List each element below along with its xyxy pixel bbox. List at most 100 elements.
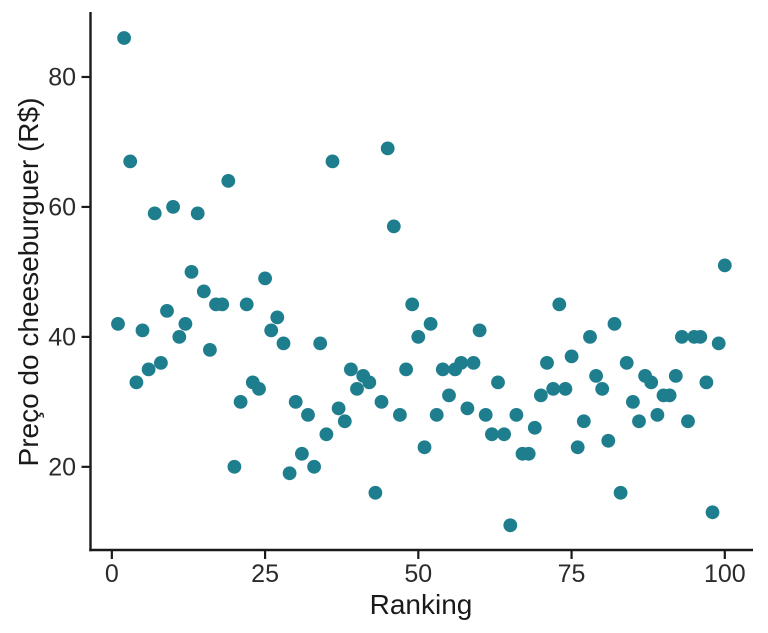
data-point [288, 395, 303, 409]
x-axis-title: Ranking [370, 589, 473, 620]
data-point [601, 433, 616, 448]
axes-layer: 0 25 50 75 100 20 40 60 80 [48, 12, 753, 588]
data-point [258, 271, 272, 286]
data-point [589, 369, 603, 383]
data-point [429, 408, 444, 422]
data-point [368, 485, 383, 500]
data-point [166, 200, 181, 214]
data-point [478, 408, 493, 422]
data-point [362, 375, 377, 390]
data-point [497, 427, 511, 442]
data-point [147, 206, 162, 221]
data-point [239, 297, 254, 312]
data-point [564, 349, 579, 364]
data-point [399, 362, 413, 377]
x-tick-label: 75 [558, 560, 586, 588]
y-axis-title: Preço do cheeseburguer (R$) [13, 98, 44, 467]
y-tick-label: 60 [48, 193, 76, 221]
y-tick-label: 40 [48, 323, 76, 351]
data-point [160, 304, 174, 318]
data-point [301, 408, 315, 422]
data-point [711, 336, 726, 351]
data-point [374, 395, 389, 409]
data-point [435, 362, 450, 377]
data-point [411, 330, 426, 344]
points-layer [111, 31, 732, 533]
data-point [595, 382, 610, 396]
data-point [650, 408, 665, 422]
data-point [111, 317, 125, 331]
data-point [135, 323, 150, 338]
data-point [491, 375, 505, 390]
data-point [154, 356, 168, 370]
data-point [264, 323, 279, 338]
data-point [503, 518, 518, 533]
data-point [184, 265, 199, 279]
data-point [576, 414, 591, 429]
data-point [405, 297, 420, 312]
data-point [540, 356, 554, 370]
data-point [129, 375, 144, 390]
data-point [393, 408, 407, 422]
data-point [344, 362, 358, 377]
data-point [307, 459, 321, 474]
data-point [644, 375, 659, 390]
data-point [607, 317, 622, 331]
data-point [380, 141, 395, 156]
data-point [233, 395, 248, 409]
data-point [227, 459, 242, 474]
data-point [546, 382, 561, 396]
data-point [123, 154, 138, 169]
data-point [270, 310, 285, 325]
data-point [662, 388, 677, 403]
data-point [454, 356, 469, 370]
data-point [583, 330, 597, 344]
data-point [485, 427, 499, 442]
data-point [117, 31, 131, 45]
data-point [325, 154, 340, 169]
data-point [196, 284, 211, 299]
data-point [337, 414, 352, 429]
data-point [203, 343, 217, 357]
data-point [221, 174, 236, 188]
data-point [282, 466, 297, 481]
data-point [313, 336, 328, 351]
data-point [350, 382, 364, 396]
data-point [717, 258, 732, 273]
data-point [472, 323, 487, 338]
data-point [215, 297, 230, 312]
data-point [613, 485, 628, 500]
data-point [190, 206, 205, 221]
y-tick-label: 20 [48, 453, 76, 481]
data-point [319, 427, 334, 442]
data-point [331, 401, 346, 416]
data-point [521, 446, 536, 461]
x-tick-label: 100 [704, 560, 746, 588]
data-point [699, 375, 714, 390]
data-point [626, 395, 640, 409]
data-point [178, 317, 193, 331]
data-point [276, 336, 291, 351]
x-tick-label: 25 [251, 560, 279, 588]
data-point [705, 505, 720, 520]
data-point [423, 317, 438, 331]
data-point [534, 388, 548, 403]
data-point [693, 330, 708, 344]
data-point [619, 356, 634, 370]
data-point [417, 440, 432, 455]
data-point [460, 401, 475, 416]
data-point [632, 414, 646, 429]
data-point [675, 330, 689, 344]
x-tick-label: 50 [404, 560, 432, 588]
data-point [141, 362, 156, 377]
data-point [295, 446, 309, 461]
data-point [681, 414, 695, 429]
y-tick-label: 80 [48, 63, 76, 91]
data-point [386, 219, 401, 234]
data-point [552, 297, 567, 312]
data-point [509, 408, 524, 422]
data-point [558, 382, 573, 396]
data-point [442, 388, 456, 403]
